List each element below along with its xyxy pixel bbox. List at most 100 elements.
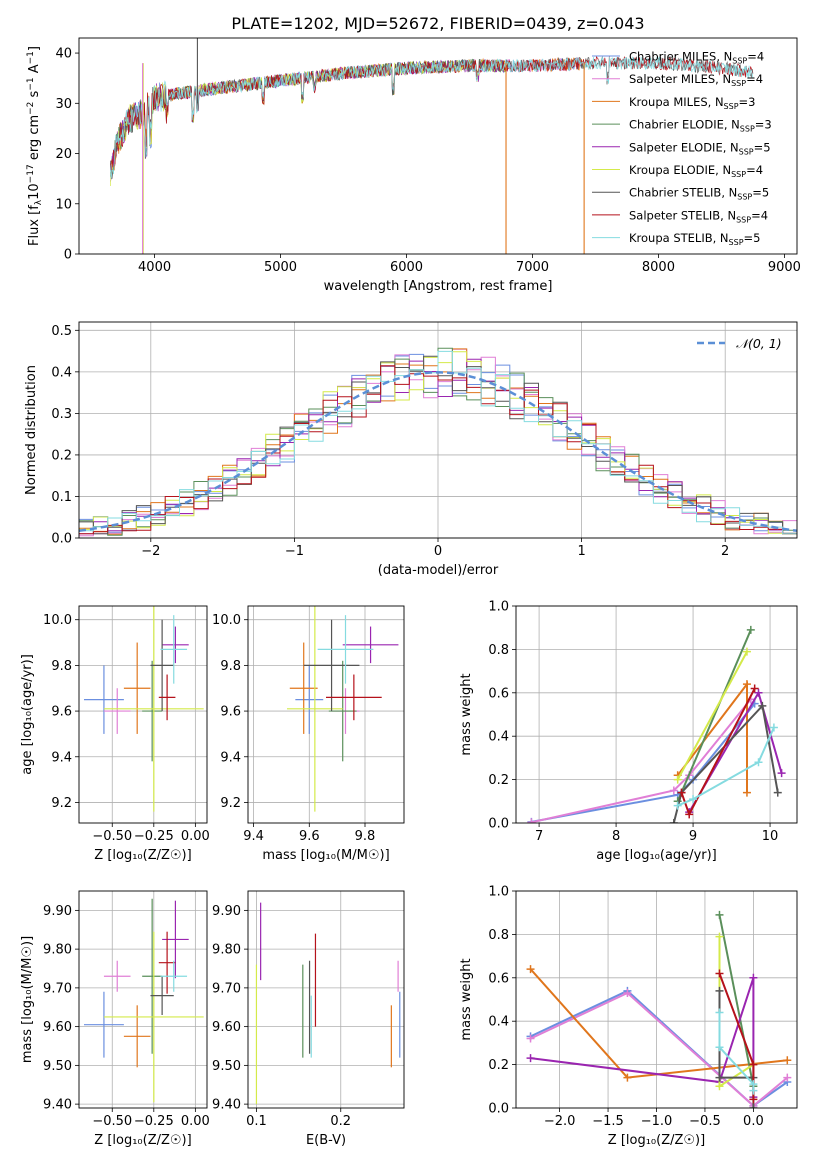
plot-area-age_vs_Z: [83, 606, 204, 812]
x-tick-label: 8: [612, 829, 620, 844]
weight-marker: [749, 1104, 758, 1108]
y-tick-label: 0.0: [488, 817, 509, 832]
y-tick-label: 0.6: [488, 686, 509, 701]
weight-marker: [783, 1073, 792, 1082]
spectrum-line: [110, 56, 754, 179]
y-tick-label: 9.4: [51, 750, 72, 765]
y-tick-label: 10.0: [212, 613, 241, 628]
y-tick-label: 0.0: [488, 1102, 509, 1117]
weight-marker: [527, 818, 536, 823]
weight-marker: [715, 986, 724, 995]
y-tick-label: 9.70: [43, 981, 72, 996]
y-tick-label: 1.0: [488, 885, 509, 900]
weight-line: [676, 629, 752, 802]
x-axis-label: Z [log₁₀(Z/Z☉)]: [94, 848, 191, 863]
x-axis-label: age [log₁₀(age/yr)]: [596, 848, 717, 863]
weight-line: [530, 989, 788, 1108]
x-tick-label: 5000: [264, 260, 297, 275]
plot-area-residuals: [79, 347, 797, 537]
weight-marker: [677, 788, 686, 797]
y-tick-label: 9.80: [212, 943, 241, 958]
y-tick-label: 9.8: [51, 659, 72, 674]
y-tick-label: 20: [55, 147, 72, 162]
y-axis-label: Flux [fλ10−17 erg cm−2 s−1 A−1]: [26, 46, 44, 246]
legend-label: Salpeter STELIB, NSSP=4: [629, 208, 768, 224]
x-tick-label: 9.8: [355, 829, 376, 844]
axes-frame: [247, 890, 405, 1109]
y-tick-label: 9.40: [43, 1098, 72, 1113]
weight-line: [677, 727, 775, 807]
y-tick-label: 10.0: [43, 613, 72, 628]
x-tick-label: −2: [141, 544, 160, 559]
x-tick-label: 0.00: [181, 1114, 210, 1129]
weight-marker: [773, 788, 782, 797]
residuals-legend: 𝒩(0, 1): [697, 336, 782, 351]
weight-line: [672, 703, 779, 823]
legend-label: Chabrier MILES, NSSP=4: [629, 50, 764, 66]
weight-line: [530, 977, 755, 1098]
y-axis-label: mass [log₁₀(M/M☉)]: [20, 936, 35, 1063]
weight-marker: [754, 688, 763, 697]
y-tick-label: 9.90: [212, 904, 241, 919]
y-tick-label: 9.8: [220, 659, 241, 674]
axes-frame: [78, 605, 208, 824]
weight-marker: [742, 788, 751, 797]
legend-label: Salpeter ELODIE, NSSP=5: [629, 140, 771, 156]
y-axis-label: Normed distribution: [24, 365, 39, 495]
y-tick-label: 9.6: [220, 705, 241, 720]
weight-marker: [669, 786, 678, 795]
plot-area-mass_vs_Z: [83, 898, 204, 1103]
y-tick-label: 1.0: [488, 600, 509, 615]
weight-marker: [526, 1054, 535, 1063]
weight-marker: [749, 1086, 758, 1095]
weight-marker: [777, 769, 786, 778]
weight-marker: [673, 775, 682, 784]
weight-line: [531, 702, 756, 823]
weight-marker: [526, 1034, 535, 1043]
weight-line: [531, 698, 752, 823]
legend-label: Chabrier STELIB, NSSP=5: [629, 186, 769, 202]
y-tick-label: 0.5: [51, 324, 72, 339]
x-axis-label: E(B-V): [306, 1133, 346, 1148]
weight-line: [718, 914, 755, 1087]
legend-label: Kroupa STELIB, NSSP=5: [629, 231, 760, 247]
y-axis-label: mass weight: [459, 673, 474, 755]
spectrum-legend: Chabrier MILES, NSSP=4 Salpeter MILES, NS…: [592, 50, 772, 247]
weight-marker: [685, 810, 694, 819]
x-axis-label: (data-model)/error: [378, 563, 499, 578]
axes-age_vs_mass: 9.4 9.6 9.8 9.2 9.4 9.6 9.8 10.0 mass [log₁₀(M/M…: [212, 605, 405, 863]
weight-marker: [769, 723, 778, 732]
y-tick-label: 0.6: [488, 971, 509, 986]
x-tick-label: −0.50: [92, 1114, 132, 1129]
x-tick-label: −2.0: [544, 1114, 576, 1129]
y-tick-label: 9.2: [51, 796, 72, 811]
legend-label: 𝒩(0, 1): [736, 336, 782, 351]
y-tick-label: 0.0: [51, 532, 72, 547]
x-tick-label: 9: [689, 829, 697, 844]
axes-mass_vs_EBV: 0.1 0.2 9.40 9.50 9.60 9.70 9.80 9.90 E(B-V): [212, 890, 405, 1148]
x-tick-label: 9000: [768, 260, 801, 275]
x-tick-label: 1: [577, 544, 585, 559]
weight-marker: [673, 801, 682, 810]
x-tick-label: 9.6: [299, 829, 320, 844]
weight-marker: [689, 795, 698, 804]
axes-mass_vs_Z: −0.50 −0.25 0.00 9.40 9.50 9.60 9.70 9.80 9.90 Z …: [20, 890, 210, 1148]
axes-age_vs_Z: −0.50 −0.25 0.00 9.2 9.4 9.6 9.8 10.0 Z [log₁₀(Z…: [20, 605, 210, 863]
y-tick-label: 0.1: [51, 490, 72, 505]
axes-frame: [247, 605, 405, 824]
weight-marker: [749, 973, 758, 982]
weight-marker: [715, 969, 724, 978]
weight-marker: [746, 625, 755, 634]
axes-frame: [515, 605, 798, 824]
y-tick-label: 0.2: [488, 773, 509, 788]
y-tick-label: 9.60: [212, 1020, 241, 1035]
x-tick-label: −0.25: [134, 1114, 174, 1129]
y-tick-label: 0.2: [51, 448, 72, 463]
weight-marker: [526, 965, 535, 974]
x-tick-label: 4000: [138, 260, 171, 275]
legend-label: Kroupa MILES, NSSP=3: [629, 95, 755, 111]
weight-marker: [715, 932, 724, 941]
plot-area-mass_vs_EBV: [255, 902, 401, 1105]
y-tick-label: 0.3: [51, 407, 72, 422]
